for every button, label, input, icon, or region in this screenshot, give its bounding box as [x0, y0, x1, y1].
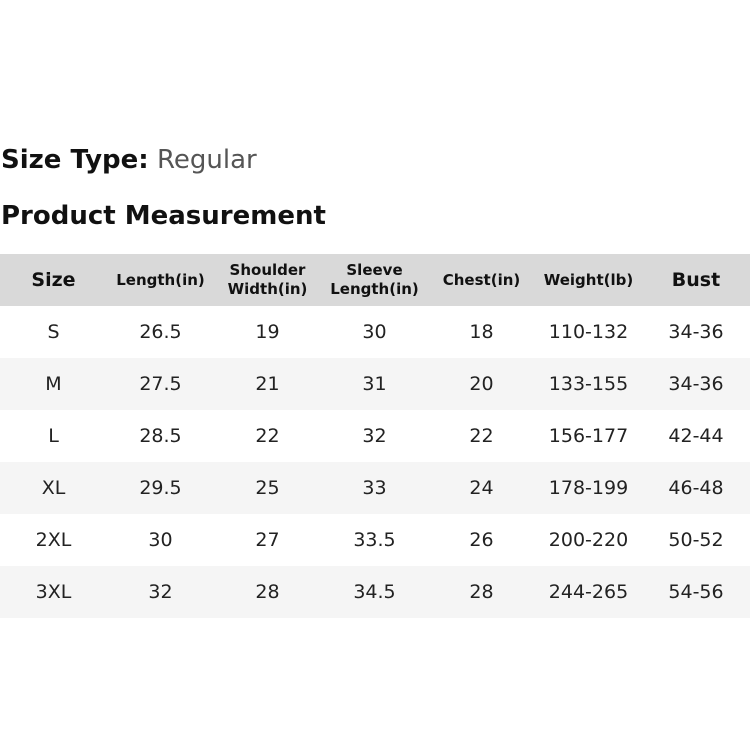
- cell-bust: 46-48: [668, 477, 724, 499]
- header-bust: Bust: [671, 268, 721, 291]
- cell-shoulder-width: 21: [255, 373, 280, 395]
- cell-length: 30: [148, 529, 173, 551]
- cell-sleeve-length: 33.5: [353, 529, 396, 551]
- cell-weight: 133-155: [548, 373, 629, 395]
- cell-sleeve-length: 30: [362, 321, 387, 343]
- header-length: Length(in): [116, 270, 205, 289]
- cell-sleeve-length: 32: [362, 425, 387, 447]
- cell-shoulder-width: 25: [255, 477, 280, 499]
- cell-length: 27.5: [139, 373, 182, 395]
- cell-chest: 18: [469, 321, 494, 343]
- measurement-table: Size Length(in) Shoulder Width(in) Sleev…: [0, 254, 750, 618]
- cell-sleeve-length: 31: [362, 373, 387, 395]
- cell-chest: 20: [469, 373, 494, 395]
- cell-weight: 244-265: [548, 581, 629, 603]
- cell-sleeve-length: 33: [362, 477, 387, 499]
- cell-chest: 26: [469, 529, 494, 551]
- cell-length: 32: [148, 581, 173, 603]
- cell-sleeve-length: 34.5: [353, 581, 396, 603]
- cell-chest: 22: [469, 425, 494, 447]
- header-chest: Chest(in): [442, 270, 521, 289]
- size-type-label: Size Type:: [1, 145, 149, 175]
- table-body: S 26.5 19 30 18 110-132 34-36 M 27.5 21 …: [0, 306, 750, 618]
- header-shoulder-width: Shoulder Width(in): [227, 261, 308, 298]
- size-type-value: Regular: [156, 145, 257, 175]
- size-type-line: Size Type: Regular: [1, 143, 257, 177]
- cell-weight: 178-199: [548, 477, 629, 499]
- cell-length: 28.5: [139, 425, 182, 447]
- header-row: Size Length(in) Shoulder Width(in) Sleev…: [0, 254, 750, 306]
- cell-weight: 200-220: [548, 529, 629, 551]
- cell-shoulder-width: 27: [255, 529, 280, 551]
- cell-size: 2XL: [35, 529, 72, 551]
- header-weight: Weight(lb): [543, 270, 634, 289]
- cell-shoulder-width: 22: [255, 425, 280, 447]
- cell-bust: 42-44: [668, 425, 724, 447]
- table-row: S 26.5 19 30 18 110-132 34-36: [0, 306, 750, 358]
- header-sleeve-length: Sleeve Length(in): [330, 261, 419, 298]
- cell-bust: 54-56: [668, 581, 724, 603]
- cell-length: 26.5: [139, 321, 182, 343]
- cell-size: XL: [41, 477, 66, 499]
- cell-shoulder-width: 19: [255, 321, 280, 343]
- cell-weight: 156-177: [548, 425, 629, 447]
- cell-shoulder-width: 28: [255, 581, 280, 603]
- cell-size: M: [45, 373, 62, 395]
- cell-bust: 34-36: [668, 321, 724, 343]
- header-size: Size: [31, 268, 76, 291]
- table-row: 2XL 30 27 33.5 26 200-220 50-52: [0, 514, 750, 566]
- cell-bust: 50-52: [668, 529, 724, 551]
- cell-weight: 110-132: [548, 321, 629, 343]
- cell-size: 3XL: [35, 581, 72, 603]
- table-row: M 27.5 21 31 20 133-155 34-36: [0, 358, 750, 410]
- table-header: Size Length(in) Shoulder Width(in) Sleev…: [0, 254, 750, 306]
- cell-length: 29.5: [139, 477, 182, 499]
- cell-size: S: [47, 321, 60, 343]
- cell-bust: 34-36: [668, 373, 724, 395]
- section-title: Product Measurement: [1, 201, 326, 231]
- cell-size: L: [48, 425, 59, 447]
- cell-chest: 28: [469, 581, 494, 603]
- table-row: XL 29.5 25 33 24 178-199 46-48: [0, 462, 750, 514]
- cell-chest: 24: [469, 477, 494, 499]
- table-row: 3XL 32 28 34.5 28 244-265 54-56: [0, 566, 750, 618]
- table-row: L 28.5 22 32 22 156-177 42-44: [0, 410, 750, 462]
